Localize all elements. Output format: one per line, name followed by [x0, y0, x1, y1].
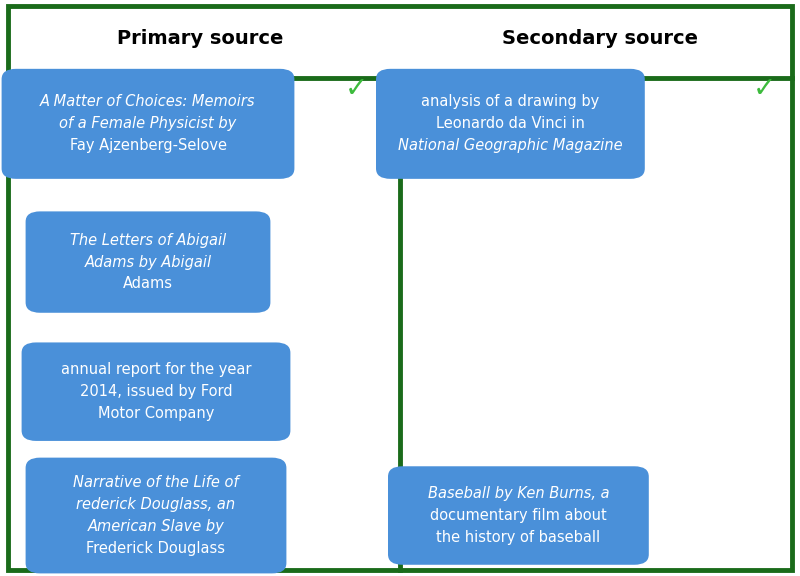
Text: Leonardo da Vinci in: Leonardo da Vinci in — [436, 116, 585, 131]
FancyBboxPatch shape — [8, 6, 792, 570]
FancyBboxPatch shape — [26, 457, 286, 574]
Text: National Geographic Magazine: National Geographic Magazine — [398, 138, 622, 153]
Text: Narrative of the Life of: Narrative of the Life of — [73, 475, 239, 490]
Text: Frederick Douglass: Frederick Douglass — [86, 541, 226, 556]
Text: Fay Ajzenberg-Selove: Fay Ajzenberg-Selove — [70, 138, 226, 153]
Text: Secondary source: Secondary source — [502, 29, 698, 48]
FancyBboxPatch shape — [376, 69, 645, 179]
Text: of a Female Physicist by: of a Female Physicist by — [59, 116, 237, 131]
FancyBboxPatch shape — [2, 69, 294, 179]
Text: analysis of a drawing by: analysis of a drawing by — [422, 94, 599, 109]
Text: the history of baseball: the history of baseball — [436, 530, 601, 545]
Text: Baseball by Ken Burns, a: Baseball by Ken Burns, a — [427, 486, 610, 501]
Text: ✓: ✓ — [752, 75, 776, 103]
Text: A Matter of Choices: Memoirs: A Matter of Choices: Memoirs — [40, 94, 256, 109]
FancyBboxPatch shape — [26, 211, 270, 313]
Text: Primary source: Primary source — [117, 29, 283, 48]
Text: Motor Company: Motor Company — [98, 406, 214, 421]
Text: The Letters of Abigail: The Letters of Abigail — [70, 233, 226, 248]
Text: 2014, issued by Ford: 2014, issued by Ford — [80, 384, 232, 399]
FancyBboxPatch shape — [388, 467, 649, 564]
Text: ✓: ✓ — [344, 75, 368, 103]
Text: Adams by Abigail: Adams by Abigail — [85, 255, 211, 270]
Text: documentary film about: documentary film about — [430, 508, 606, 523]
Text: rederick Douglass, an: rederick Douglass, an — [77, 497, 235, 512]
Text: American Slave by: American Slave by — [88, 519, 224, 534]
Text: annual report for the year: annual report for the year — [61, 362, 251, 377]
Text: Adams: Adams — [123, 276, 173, 291]
FancyBboxPatch shape — [22, 342, 290, 441]
